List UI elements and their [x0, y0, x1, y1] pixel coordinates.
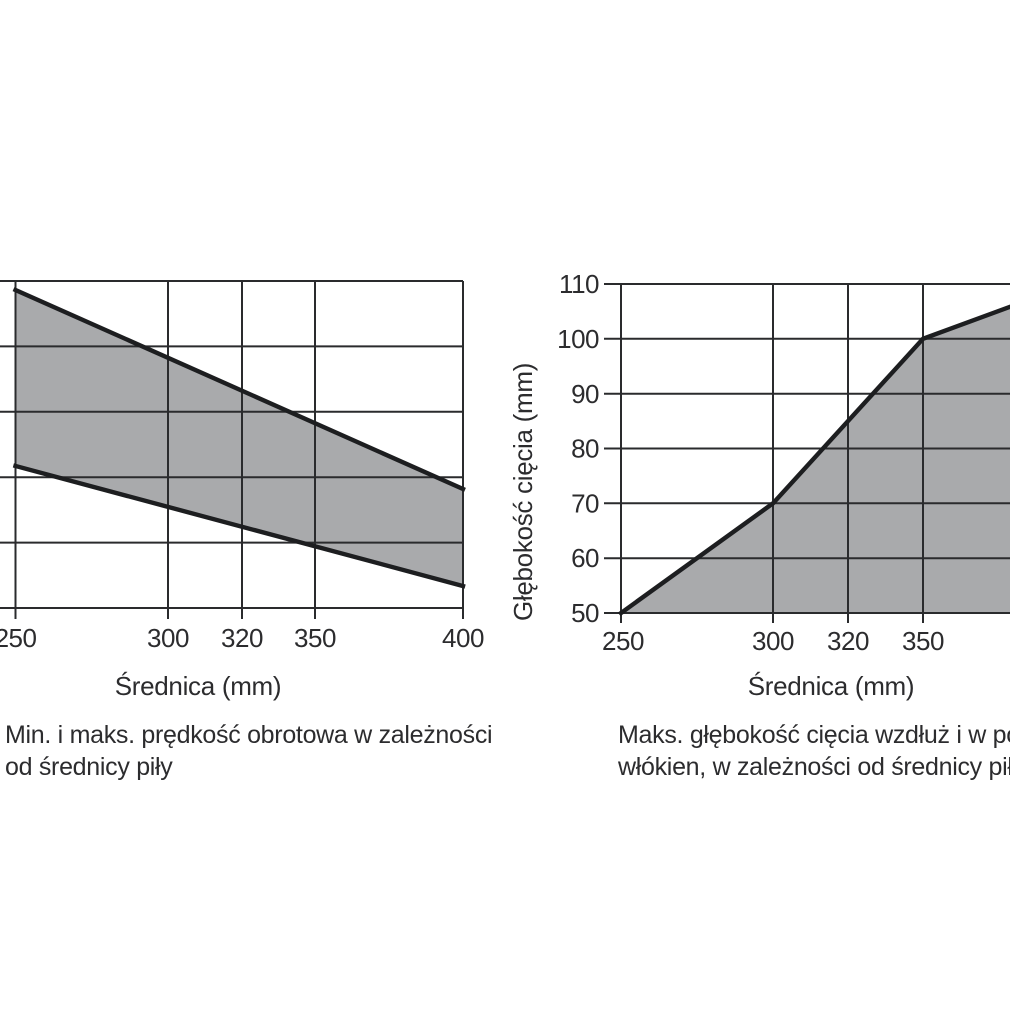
y-tick-label: 50: [571, 598, 599, 628]
caption-line: włókien, w zależności od średnicy piły.: [618, 753, 1010, 781]
x-tick-label: 320: [827, 626, 869, 656]
y-tick-label: 110: [559, 269, 599, 299]
caption-line: Maks. głębokość cięcia wzdłuż i w poprze…: [618, 721, 1010, 749]
caption-line: Min. i maks. prędkość obrotowa w zależno…: [5, 721, 493, 749]
x-tick-label: 250: [0, 623, 36, 653]
left-chart-caption: Min. i maks. prędkość obrotowa w zależno…: [5, 719, 493, 783]
left-x-tick-labels: 250 300 320 350 400: [0, 623, 484, 653]
y-tick-label: 60: [571, 543, 599, 573]
left-chart: 250 300 320 350 400 Średnica (mm): [0, 280, 484, 701]
left-min-speed-line: [12, 463, 466, 589]
left-max-speed-line: [12, 287, 466, 492]
y-tick-label: 90: [571, 379, 599, 409]
right-y-tick-labels: 110 100 90 80 70 60 50: [557, 269, 599, 628]
right-chart-caption: Maks. głębokość cięcia wzdłuż i w poprze…: [618, 719, 1010, 783]
y-tick-label: 80: [571, 434, 599, 464]
x-tick-label: 400: [442, 623, 484, 653]
left-x-axis-title: Średnica (mm): [115, 671, 282, 701]
x-tick-label: 350: [294, 623, 336, 653]
right-x-tick-labels: 250 300 320 350: [602, 626, 944, 656]
right-chart: 110 100 90 80 70 60 50 250 300 320 350 G…: [508, 269, 1010, 701]
left-band-fill: [15, 290, 463, 586]
right-y-axis-title: Głębokość cięcia (mm): [508, 363, 538, 621]
y-tick-label: 100: [557, 324, 599, 354]
x-tick-label: 320: [221, 623, 263, 653]
left-grid: [0, 280, 464, 619]
right-x-axis-title: Średnica (mm): [748, 671, 915, 701]
right-depth-line: [617, 304, 1010, 617]
x-tick-label: 350: [902, 626, 944, 656]
x-tick-label: 300: [752, 626, 794, 656]
x-tick-label: 300: [147, 623, 189, 653]
x-tick-label: 250: [602, 626, 644, 656]
caption-line: od średnicy piły: [5, 753, 173, 781]
y-tick-label: 70: [571, 488, 599, 518]
